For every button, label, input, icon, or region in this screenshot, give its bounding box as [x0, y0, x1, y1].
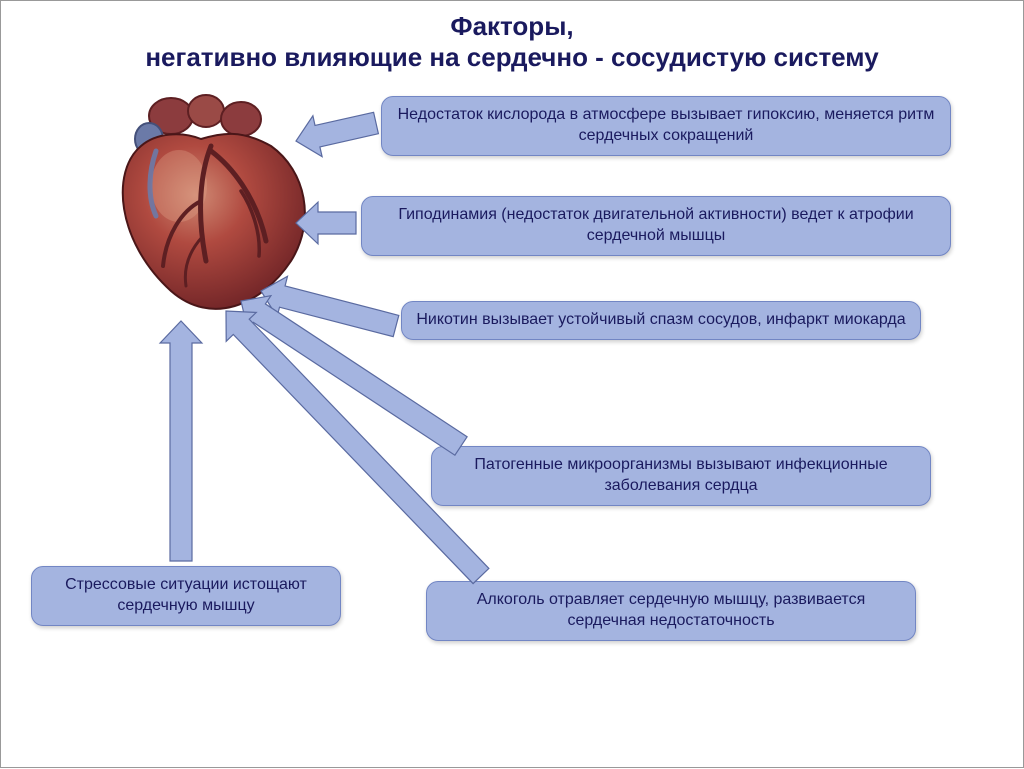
factor-text: Алкоголь отравляет сердечную мышцу, разв… — [477, 591, 866, 629]
factor-box-oxygen: Недостаток кислорода в атмосфере вызывае… — [381, 96, 951, 156]
title-line1: Факторы, — [21, 11, 1003, 42]
factor-box-nicotine: Никотин вызывает устойчивый спазм сосудо… — [401, 301, 921, 340]
title-line2: негативно влияющие на сердечно - сосудис… — [21, 42, 1003, 73]
factor-text: Никотин вызывает устойчивый спазм сосудо… — [416, 311, 905, 328]
factor-box-alcohol: Алкоголь отравляет сердечную мышцу, разв… — [426, 581, 916, 641]
factor-text: Гиподинамия (недостаток двигательной акт… — [398, 206, 913, 244]
factor-box-hypodynamia: Гиподинамия (недостаток двигательной акт… — [361, 196, 951, 256]
factor-text: Недостаток кислорода в атмосфере вызывае… — [398, 106, 935, 144]
factor-text: Патогенные микроорганизмы вызывают инфек… — [474, 456, 887, 494]
page-title: Факторы, негативно влияющие на сердечно … — [1, 1, 1023, 73]
heart-illustration — [101, 91, 321, 321]
factor-text: Стрессовые ситуации истощают сердечную м… — [65, 576, 307, 614]
factor-box-pathogens: Патогенные микроорганизмы вызывают инфек… — [431, 446, 931, 506]
arrow — [160, 321, 202, 561]
factor-box-stress: Стрессовые ситуации истощают сердечную м… — [31, 566, 341, 626]
